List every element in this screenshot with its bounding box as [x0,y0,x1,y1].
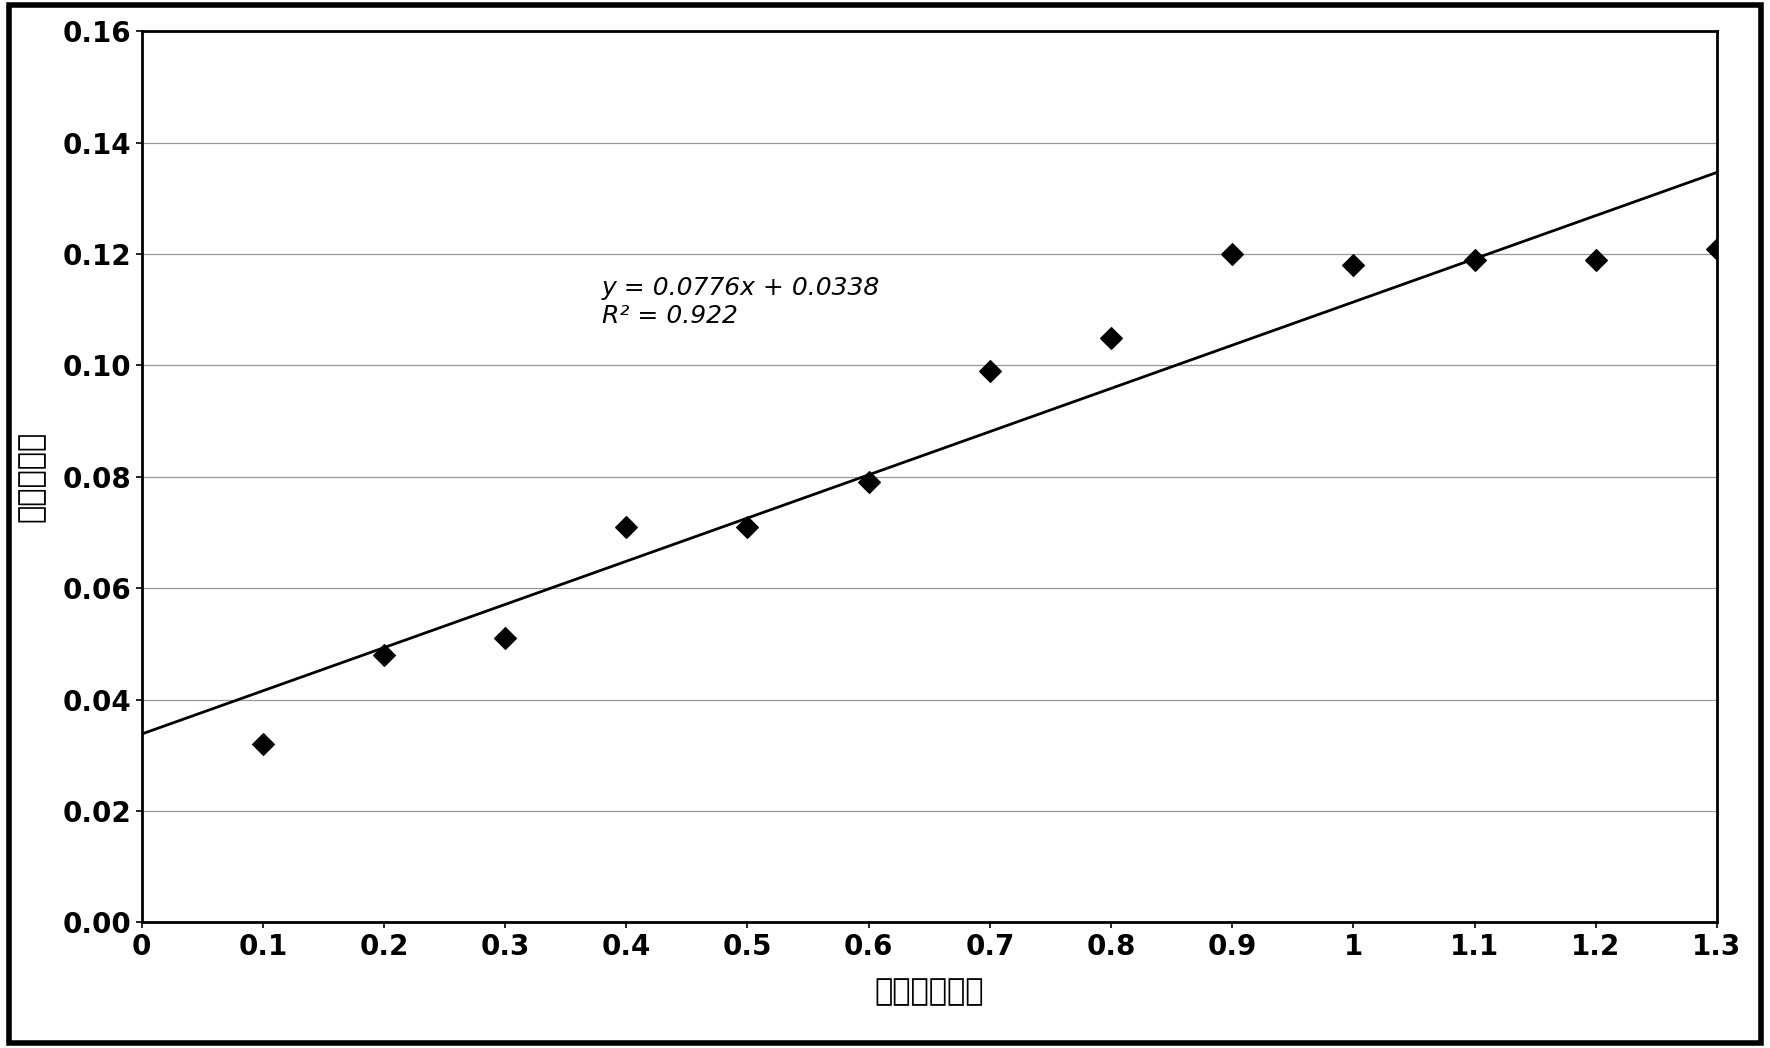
Point [1703,240,1731,257]
Point [975,363,1004,379]
Point [370,647,398,663]
Point [855,474,883,490]
Y-axis label: 标准差变幅: 标准差变幅 [16,431,46,523]
Point [1218,246,1246,263]
Point [490,630,519,647]
X-axis label: 样本空间分布: 样本空间分布 [874,978,984,1006]
Point [1097,329,1126,346]
Point [248,736,276,752]
Point [1460,252,1489,268]
Text: y = 0.0776x + 0.0338
R² = 0.922: y = 0.0776x + 0.0338 R² = 0.922 [602,277,880,328]
Point [733,519,761,536]
Point [1340,257,1368,274]
Point [612,519,641,536]
Point [1582,252,1611,268]
